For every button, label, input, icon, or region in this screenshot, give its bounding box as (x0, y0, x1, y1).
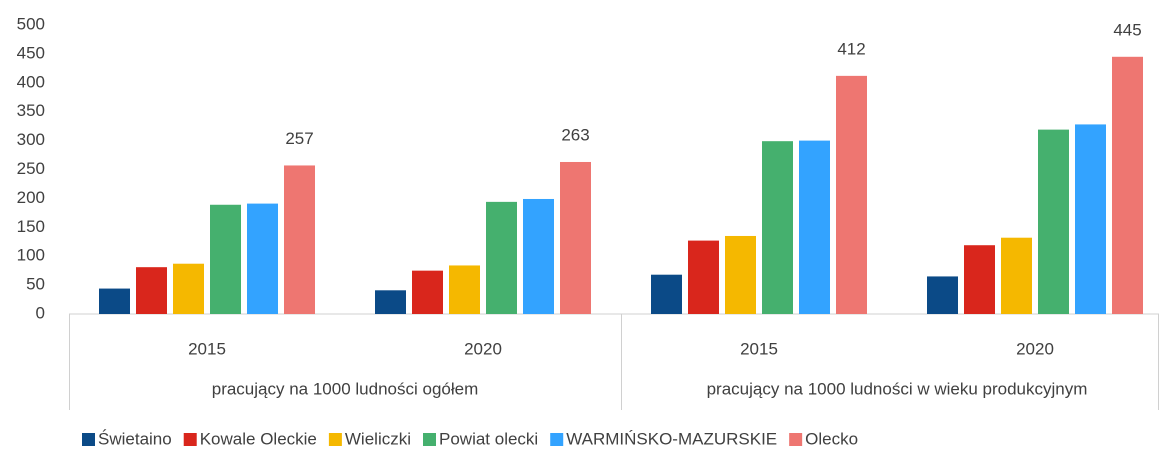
legend-label: WARMIŃSKO-MAZURSKIE (566, 429, 777, 448)
bar (486, 201, 517, 314)
bar (173, 263, 204, 314)
data-label: 257 (285, 129, 313, 148)
legend-label: Wieliczki (345, 429, 411, 448)
legend-swatch (423, 433, 436, 446)
bar (449, 265, 480, 314)
bar (1001, 237, 1032, 314)
bar (725, 235, 756, 314)
bar (688, 240, 719, 314)
bar (375, 290, 406, 314)
y-tick-label: 100 (17, 246, 45, 265)
bar (1038, 129, 1069, 314)
bar (964, 245, 995, 314)
bar (247, 203, 278, 314)
bar (799, 140, 830, 314)
group-label: pracujący na 1000 ludności ogółem (212, 379, 479, 398)
bar (1075, 124, 1106, 314)
bar (284, 165, 315, 314)
bar (523, 198, 554, 314)
data-label: 412 (837, 39, 865, 58)
bar (927, 276, 958, 314)
legend-label: Olecko (805, 429, 858, 448)
y-tick-label: 150 (17, 217, 45, 236)
y-tick-label: 300 (17, 130, 45, 149)
legend-label: Powiat olecki (439, 429, 538, 448)
bar (560, 161, 591, 314)
bar (210, 204, 241, 314)
bar (836, 75, 867, 314)
data-label: 263 (561, 125, 589, 144)
legend-swatch (328, 433, 342, 446)
y-tick-label: 50 (26, 275, 45, 294)
data-label: 445 (1113, 20, 1141, 39)
bar (412, 270, 443, 314)
legend-label: Kowale Oleckie (200, 429, 317, 448)
legend-swatch (82, 433, 95, 446)
legend-swatch (550, 433, 564, 446)
x-tick-label: 2020 (1016, 339, 1054, 358)
bar (1112, 56, 1143, 314)
y-tick-label: 350 (17, 101, 45, 120)
group-label: pracujący na 1000 ludności w wieku produ… (707, 379, 1088, 398)
x-tick-label: 2015 (188, 339, 226, 358)
y-tick-label: 0 (36, 303, 45, 322)
legend-swatch (789, 433, 803, 446)
y-tick-label: 500 (17, 14, 45, 33)
y-tick-label: 400 (17, 72, 45, 91)
y-tick-label: 200 (17, 188, 45, 207)
legend-swatch (183, 433, 197, 446)
x-tick-label: 2020 (464, 339, 502, 358)
x-tick-label: 2015 (740, 339, 778, 358)
legend-label: Świetaino (98, 429, 172, 448)
y-tick-label: 450 (17, 43, 45, 62)
bar (136, 267, 167, 314)
bar (651, 274, 682, 314)
bar (762, 141, 793, 314)
bar (99, 288, 130, 314)
y-tick-label: 250 (17, 159, 45, 178)
